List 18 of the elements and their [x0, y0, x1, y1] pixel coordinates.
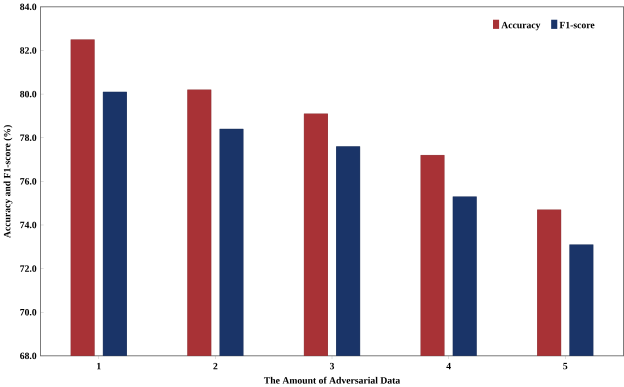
- x-tick-label: 2: [213, 362, 218, 370]
- y-tick-label: 76.0: [20, 178, 36, 185]
- y-tick-label: 78.0: [20, 134, 36, 141]
- y-tick-label: 80.0: [20, 90, 36, 98]
- y-tick-label: 72.0: [20, 265, 36, 272]
- x-tick-label: 5: [563, 362, 568, 370]
- y-axis-title: Accuracy and F1-score (%): [4, 124, 12, 238]
- y-tick-label: 70.0: [20, 308, 36, 316]
- y-tick-label: 84.0: [20, 3, 36, 10]
- y-tick-label: 68.0: [20, 352, 36, 360]
- x-tick-label: 4: [446, 362, 451, 370]
- x-tick-label: 3: [330, 362, 334, 370]
- y-tick-label: 74.0: [20, 222, 36, 228]
- legend-label: F1-score: [560, 22, 594, 28]
- x-tick-label: 1: [97, 362, 101, 370]
- legend-label: Accuracy: [501, 22, 540, 30]
- y-tick-label: 82.0: [20, 47, 36, 54]
- x-axis-title: The Amount of Adversarial Data: [264, 376, 400, 384]
